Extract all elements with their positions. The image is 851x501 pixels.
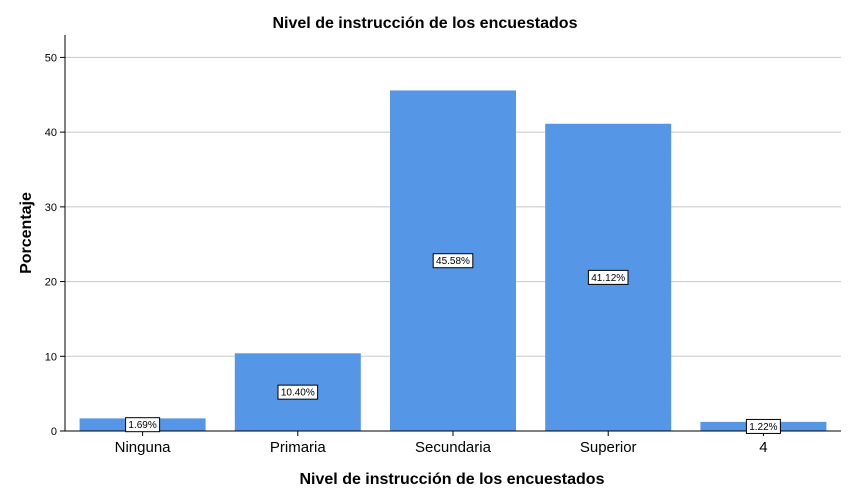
- data-label: 10.40%: [281, 388, 315, 399]
- data-labels: 1.69% 10.40% 45.58% 41.12% 1.22%: [125, 253, 781, 434]
- y-axis-title: Porcentaje: [18, 192, 35, 274]
- y-tick-label: 30: [45, 202, 57, 214]
- x-tick-label: Primaria: [270, 439, 326, 456]
- data-label: 1.22%: [749, 422, 777, 433]
- x-tick-label: 4: [759, 439, 767, 456]
- y-tick-label: 40: [45, 127, 57, 139]
- data-label-box: [587, 269, 629, 285]
- x-axis-title: Nivel de instrucción de los encuestados: [300, 471, 605, 488]
- data-label: 45.58%: [436, 256, 470, 267]
- y-tick-label: 10: [45, 351, 57, 363]
- data-label-box: [432, 253, 474, 269]
- x-tick-label: Superior: [580, 439, 637, 456]
- data-label: 1.69%: [128, 420, 156, 431]
- y-tick-label: 20: [45, 277, 57, 289]
- x-tick-label: Ninguna: [115, 439, 172, 456]
- y-tick-label: 50: [45, 52, 57, 64]
- y-tick-label: 0: [51, 426, 57, 438]
- x-axis-ticks: Ninguna Primaria Secundaria Superior 4: [115, 431, 768, 456]
- data-label: 41.12%: [591, 273, 625, 284]
- x-tick-label: Secundaria: [415, 439, 492, 456]
- chart-title: Nivel de instrucción de los encuestados: [273, 15, 578, 32]
- data-label-box: [277, 384, 319, 400]
- y-axis-ticks: 0 10 20 30 40 50: [45, 52, 65, 438]
- data-label-box: [745, 418, 781, 434]
- data-label-box: [125, 417, 161, 433]
